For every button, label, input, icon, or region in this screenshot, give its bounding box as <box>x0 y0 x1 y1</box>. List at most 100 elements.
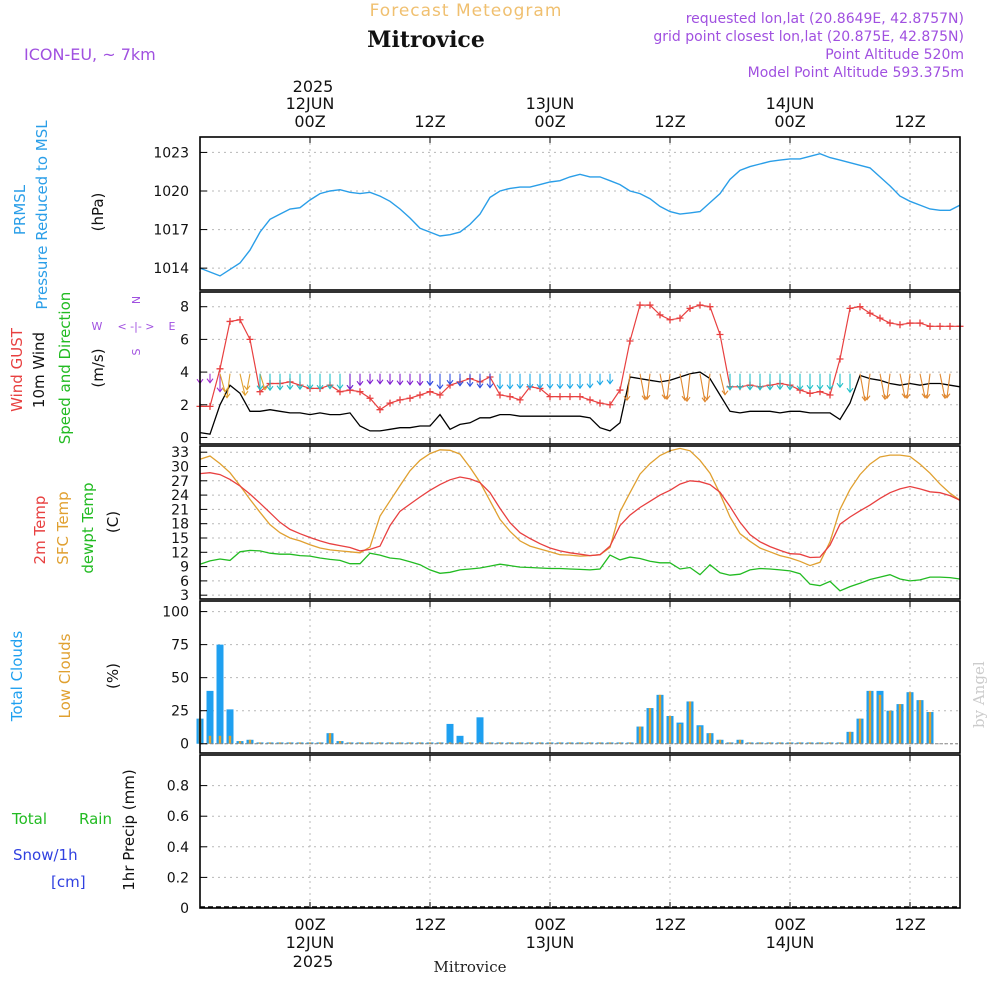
dewpt-label: dewpt Temp <box>79 482 97 573</box>
panel-frame <box>199 600 961 754</box>
low-clouds-bar <box>408 742 412 744</box>
gust-point <box>876 314 884 322</box>
gust-point <box>406 394 414 402</box>
wind-arrow-head <box>256 385 264 391</box>
low-clouds-bar <box>318 742 322 744</box>
requested-coords: requested lon,lat (20.8649E, 42.8757N) <box>686 11 964 27</box>
y-tick-label: 100 <box>162 605 189 621</box>
point-altitude: Point Altitude 520m <box>825 47 964 63</box>
total-clouds-bar <box>206 690 214 744</box>
total-label: Total <box>11 810 47 828</box>
wind-direction-arrow <box>226 373 231 398</box>
wind-arrow-head <box>766 385 774 391</box>
grid-point-coords: grid point closest lon,lat (20.875E, 42.… <box>653 29 964 45</box>
gust-point <box>906 319 914 327</box>
wind-arrow-head <box>243 385 251 391</box>
frame-layer: 1014101710201023024683691215182124273033… <box>153 94 961 952</box>
model-label: ICON-EU, ~ 7km <box>24 45 156 64</box>
y-tick-label: 50 <box>171 671 189 687</box>
low-clouds-bar <box>648 708 652 744</box>
wind-direction-arrow <box>866 373 871 400</box>
wind-unit: (m/s) <box>89 348 107 387</box>
y-tick-label: 4 <box>180 365 189 381</box>
wind-arrow-head <box>396 380 404 386</box>
compass-cross: < -|- > <box>117 320 154 333</box>
gust-point <box>566 393 574 401</box>
rain-label: Rain <box>79 810 112 828</box>
low-clouds-bar <box>438 742 442 744</box>
wind-arrow-head <box>836 382 844 389</box>
gust-point <box>596 399 604 407</box>
low-clouds-bar <box>608 742 612 744</box>
gust-point <box>226 317 234 325</box>
wind-arrow-head <box>266 385 274 392</box>
wind-arrow-head <box>276 385 284 391</box>
wind-direction-arrow <box>906 373 911 399</box>
top-hour-label: 00Z <box>534 112 565 131</box>
gust-point <box>626 337 634 345</box>
low-clouds-bar <box>418 742 422 744</box>
pressure-unit: (hPa) <box>89 193 107 232</box>
low-clouds-bar <box>718 739 722 744</box>
wind-arrow-head <box>556 383 564 390</box>
gust-point <box>556 393 564 401</box>
gust-point <box>246 335 254 343</box>
wind-arrow-head <box>426 380 434 387</box>
compass-n: N <box>130 296 143 304</box>
wind-arrow-head <box>796 385 804 391</box>
wind-direction-arrow <box>259 373 266 390</box>
y-tick-label: 8 <box>180 300 189 316</box>
gust-point <box>656 311 664 319</box>
wind-arrow-head <box>416 380 424 387</box>
gust-point <box>516 396 524 404</box>
wind-speed-line <box>199 371 961 435</box>
wind-arrow-head <box>446 379 454 386</box>
model-altitude: Model Point Altitude 593.375m <box>748 65 964 81</box>
wind-arrow-head <box>863 395 871 401</box>
bottom-hour-label: 12Z <box>414 915 445 934</box>
wind-arrow-head <box>756 385 764 391</box>
low-clouds-bar <box>288 742 292 744</box>
y-tick-label: 9 <box>180 560 189 576</box>
y-tick-label: 1020 <box>153 184 189 200</box>
gust-point <box>636 301 644 309</box>
gust-point <box>936 322 944 330</box>
total-clouds-bar <box>226 709 234 744</box>
wind-direction-arrow <box>646 373 651 400</box>
y-tick-label: 0 <box>180 737 189 753</box>
y-tick-label: 75 <box>171 638 189 654</box>
gust-point <box>426 388 434 396</box>
y-tick-label: 0 <box>180 430 189 446</box>
wind-arrow-head <box>436 384 444 390</box>
clouds-unit: (%) <box>104 663 122 689</box>
y-tick-label: 33 <box>171 445 189 461</box>
low-clouds-bar <box>478 742 482 744</box>
low-clouds-bar <box>278 742 282 744</box>
low-clouds-bar <box>678 723 682 744</box>
gust-point <box>616 386 624 394</box>
top-hour-label: 00Z <box>774 112 805 131</box>
bottom-hour-label: 00Z <box>774 915 805 934</box>
wind-arrow-head <box>406 380 414 386</box>
gust-point <box>916 319 924 327</box>
top-hour-label: 12Z <box>654 112 685 131</box>
snow-label: Snow/1h <box>13 846 78 864</box>
wind-direction-arrow <box>706 373 711 400</box>
wind-direction-arrow <box>626 373 631 401</box>
low-clouds-bar <box>228 735 232 744</box>
wind-arrow-head <box>316 384 324 391</box>
total-clouds-bar <box>446 723 454 744</box>
gust-label: Wind GUST <box>8 327 26 412</box>
bottom-hour-label: 12Z <box>894 915 925 934</box>
low-clouds-bar <box>748 742 752 744</box>
gust-point <box>666 316 674 324</box>
low-clouds-bar <box>448 742 452 744</box>
low-clouds-bar <box>668 715 672 744</box>
y-tick-label: 1017 <box>153 223 189 239</box>
wind-arrow-head <box>546 383 554 390</box>
low-clouds-label: Low Clouds <box>56 633 74 718</box>
low-clouds-bar <box>888 710 892 744</box>
low-clouds-bar <box>378 742 382 744</box>
pressure-line <box>199 152 961 277</box>
total-clouds-bar <box>476 717 484 744</box>
